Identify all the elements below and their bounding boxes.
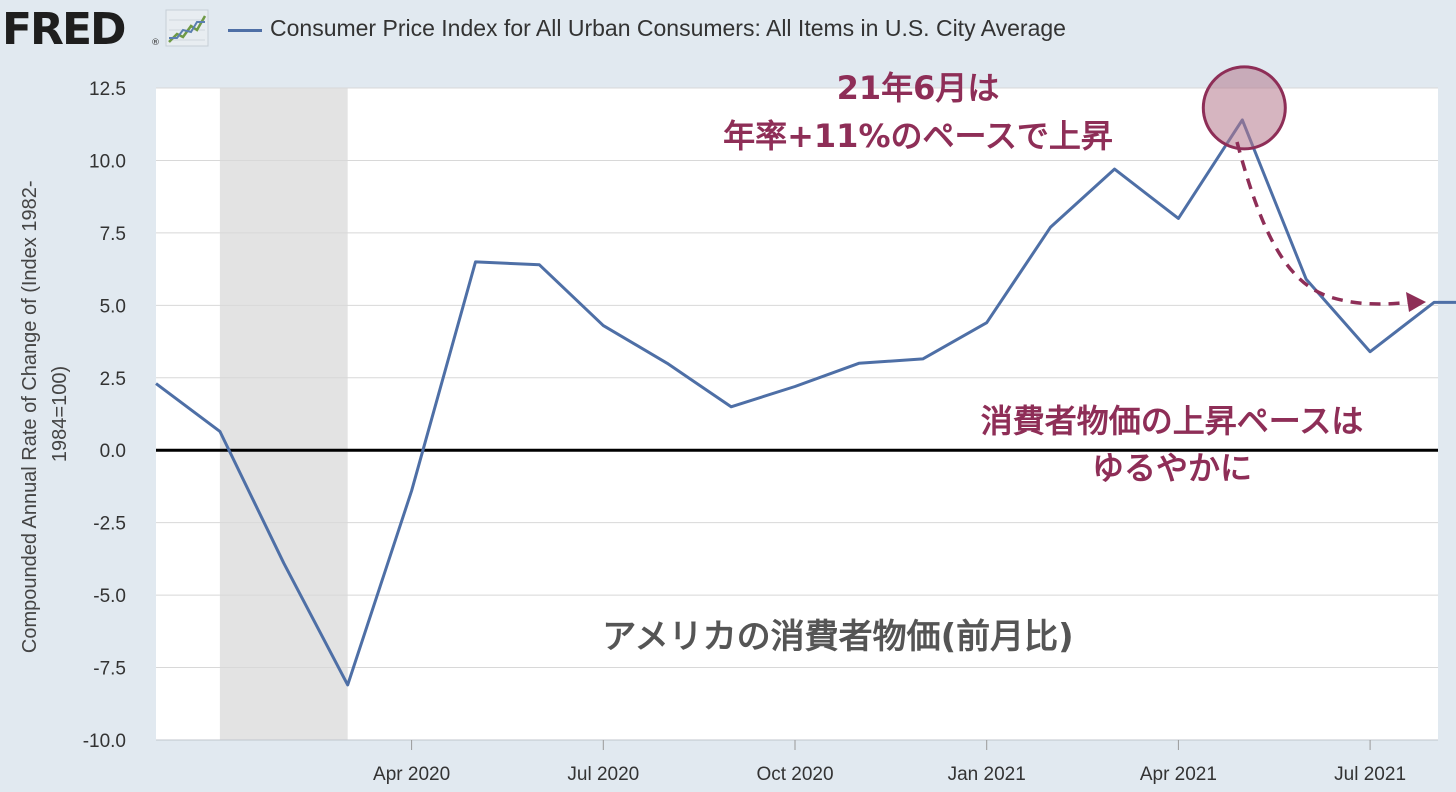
series-point xyxy=(218,429,222,433)
y-tick-label: 10.0 xyxy=(89,151,126,172)
series-point xyxy=(665,361,669,365)
gridlines xyxy=(156,87,1438,741)
peak-annotation-line-1: 21年6月は xyxy=(837,69,1000,107)
chart-header: FRED ® Consumer Price Index for All Urba… xyxy=(0,0,1456,70)
y-axis-label: Compounded Annual Rate of Change of (Ind… xyxy=(19,175,71,653)
series-point xyxy=(410,489,414,493)
y-tick-label: 2.5 xyxy=(100,369,126,390)
y-tick-label: 7.5 xyxy=(100,224,126,245)
y-tick-label: 5.0 xyxy=(100,296,126,317)
y-tick-label: -7.5 xyxy=(93,659,126,680)
y-tick-label: 12.5 xyxy=(89,79,126,100)
x-tick-label: Jul 2021 xyxy=(1334,764,1406,785)
x-axis: Apr 2020 Jul 2020 Oct 2020 Jan 2021 Apr 2021… xyxy=(156,739,1438,785)
y-tick-label: -2.5 xyxy=(93,514,126,535)
x-tick-label: Jul 2020 xyxy=(567,764,639,785)
series-point xyxy=(154,382,158,386)
series-point xyxy=(537,263,541,267)
slowdown-annotation-line-1: 消費者物価の上昇ペースは xyxy=(981,402,1363,440)
legend-swatch xyxy=(228,29,262,32)
series-point xyxy=(793,384,797,388)
y-axis: 12.5 10.0 7.5 5.0 2.5 0.0 -2.5 -5.0 -7.5 -10.0 xyxy=(83,79,126,752)
y-axis-label-line-1: Compounded Annual Rate of Change of (Ind… xyxy=(19,181,41,654)
x-tick-label: Apr 2020 xyxy=(373,764,450,785)
series-point xyxy=(857,361,861,365)
slowdown-annotation-line-2: ゆるやかに xyxy=(1092,449,1252,487)
series-point xyxy=(1113,167,1117,171)
series-point xyxy=(1176,216,1180,220)
series-point xyxy=(1049,225,1053,229)
peak-highlight-circle xyxy=(1201,65,1287,151)
peak-annotation-line-2: 年率+11%のペースで上昇 xyxy=(723,117,1113,155)
series-point xyxy=(729,405,733,409)
y-tick-label: 0.0 xyxy=(100,441,126,462)
series-point xyxy=(282,561,286,565)
series-point xyxy=(1304,277,1308,281)
recession-shade xyxy=(219,88,348,740)
fred-logo[interactable]: FRED xyxy=(2,4,127,55)
chart-caption: アメリカの消費者物価(前月比) xyxy=(602,617,1073,657)
x-tick-label: Apr 2021 xyxy=(1140,764,1217,785)
x-tick-label: Oct 2020 xyxy=(756,764,833,785)
fred-registered-mark: ® xyxy=(151,38,160,48)
trend-arrow xyxy=(1235,141,1413,306)
series-point xyxy=(1368,350,1372,354)
arrow-head-icon xyxy=(1406,292,1426,312)
y-axis-label-line-2: 1984=100) xyxy=(49,366,71,462)
cpi-series-line[interactable] xyxy=(155,118,1456,687)
x-tick-label: Jan 2021 xyxy=(948,764,1026,785)
series-point xyxy=(1432,300,1436,304)
series-point xyxy=(474,260,478,264)
y-tick-label: -5.0 xyxy=(93,586,126,607)
y-tick-label: -10.0 xyxy=(83,731,126,752)
series-point xyxy=(346,683,350,687)
series-point xyxy=(985,321,989,325)
line-graph-icon xyxy=(165,9,209,47)
legend-series-label[interactable]: Consumer Price Index for All Urban Consu… xyxy=(270,15,1066,41)
series-point xyxy=(601,324,605,328)
plot-area xyxy=(156,88,1438,740)
series-point xyxy=(921,357,925,361)
